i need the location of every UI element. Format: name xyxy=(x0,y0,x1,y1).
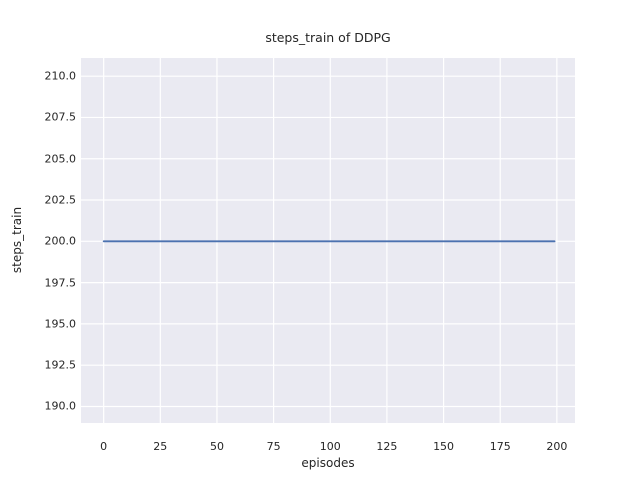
y-tick-label: 192.5 xyxy=(44,358,77,372)
x-tick-label: 150 xyxy=(433,440,455,453)
x-tick-label: 25 xyxy=(153,440,168,453)
x-tick-label: 75 xyxy=(266,440,281,453)
y-tick-label: 190.0 xyxy=(44,399,77,413)
y-tick-label: 202.5 xyxy=(44,193,77,207)
y-tick-label: 210.0 xyxy=(44,69,77,83)
y-tick-label: 205.0 xyxy=(44,152,77,166)
x-tick-label: 175 xyxy=(489,440,511,453)
x-tick-label: 125 xyxy=(376,440,398,453)
y-tick-label: 200.0 xyxy=(44,234,77,248)
x-tick-label: 200 xyxy=(546,440,568,453)
x-tick-label: 100 xyxy=(319,440,341,453)
y-tick-label: 197.5 xyxy=(44,276,77,290)
chart-title: steps_train of DDPG xyxy=(265,30,391,45)
y-tick-label: 207.5 xyxy=(44,110,77,124)
x-tick-label: 50 xyxy=(209,440,224,453)
x-tick-label: 0 xyxy=(100,440,108,453)
x-axis-label: episodes xyxy=(301,456,355,470)
y-tick-label: 195.0 xyxy=(44,317,77,331)
